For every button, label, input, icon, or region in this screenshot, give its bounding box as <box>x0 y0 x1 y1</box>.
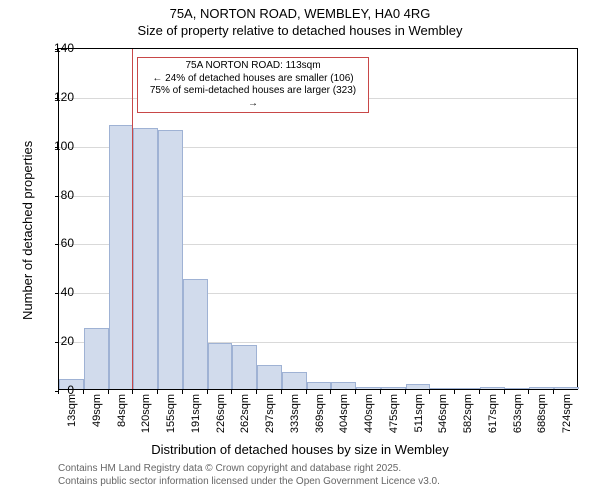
xtick-mark <box>330 390 331 394</box>
xtick-label: 333sqm <box>289 394 301 438</box>
chart-title: 75A, NORTON ROAD, WEMBLEY, HA0 4RG Size … <box>0 6 600 38</box>
histogram-bar <box>109 125 134 389</box>
plot-area: 75A NORTON ROAD: 113sqm← 24% of detached… <box>58 48 578 390</box>
histogram-bar <box>307 382 332 389</box>
histogram-bar <box>232 345 257 389</box>
annotation-line1: 75A NORTON ROAD: 113sqm <box>144 60 362 73</box>
y-axis-label: Number of detached properties <box>20 141 35 320</box>
xtick-label: 440sqm <box>363 394 375 438</box>
histogram-bar <box>381 387 406 389</box>
xtick-label: 120sqm <box>140 394 152 438</box>
xtick-mark <box>380 390 381 394</box>
histogram-bar <box>282 372 307 389</box>
ytick-label: 140 <box>34 41 74 55</box>
histogram-bar <box>455 388 480 389</box>
xtick-label: 724sqm <box>561 394 573 438</box>
chart-container: 75A, NORTON ROAD, WEMBLEY, HA0 4RG Size … <box>0 0 600 500</box>
histogram-bar <box>208 343 233 389</box>
histogram-bar <box>406 384 431 389</box>
xtick-label: 653sqm <box>512 394 524 438</box>
xtick-mark <box>553 390 554 394</box>
ytick-label: 20 <box>34 334 74 348</box>
histogram-bar <box>529 387 554 389</box>
histogram-bar <box>554 387 579 389</box>
xtick-label: 688sqm <box>536 394 548 438</box>
xtick-label: 84sqm <box>116 394 128 438</box>
xtick-label: 546sqm <box>437 394 449 438</box>
xtick-label: 297sqm <box>264 394 276 438</box>
xtick-label: 511sqm <box>413 394 425 438</box>
xtick-mark <box>479 390 480 394</box>
xtick-label: 369sqm <box>314 394 326 438</box>
histogram-bar <box>183 279 208 389</box>
xtick-label: 226sqm <box>215 394 227 438</box>
xtick-mark <box>454 390 455 394</box>
ytick-label: 40 <box>34 285 74 299</box>
xtick-mark <box>306 390 307 394</box>
histogram-bar <box>505 388 530 389</box>
xtick-label: 582sqm <box>462 394 474 438</box>
histogram-bar <box>257 365 282 389</box>
xtick-mark <box>132 390 133 394</box>
xtick-mark <box>58 390 59 394</box>
xtick-mark <box>429 390 430 394</box>
histogram-bar <box>133 128 158 389</box>
annotation-line3: 75% of semi-detached houses are larger (… <box>144 85 362 110</box>
property-annotation: 75A NORTON ROAD: 113sqm← 24% of detached… <box>137 57 369 113</box>
xtick-mark <box>528 390 529 394</box>
xtick-mark <box>231 390 232 394</box>
xtick-label: 404sqm <box>338 394 350 438</box>
footer-line2: Contains public sector information licen… <box>58 475 440 488</box>
xtick-label: 155sqm <box>165 394 177 438</box>
xtick-mark <box>157 390 158 394</box>
annotation-line2: ← 24% of detached houses are smaller (10… <box>144 73 362 86</box>
ytick-label: 120 <box>34 90 74 104</box>
xtick-label: 475sqm <box>388 394 400 438</box>
ytick-label: 80 <box>34 188 74 202</box>
property-marker-line <box>132 49 133 389</box>
xtick-mark <box>281 390 282 394</box>
xtick-mark <box>355 390 356 394</box>
xtick-mark <box>182 390 183 394</box>
footer-line1: Contains HM Land Registry data © Crown c… <box>58 462 440 475</box>
xtick-mark <box>256 390 257 394</box>
title-line2: Size of property relative to detached ho… <box>0 23 600 38</box>
histogram-bar <box>430 388 455 389</box>
xtick-label: 617sqm <box>487 394 499 438</box>
histogram-bar <box>84 328 109 389</box>
xtick-mark <box>83 390 84 394</box>
xtick-mark <box>405 390 406 394</box>
title-line1: 75A, NORTON ROAD, WEMBLEY, HA0 4RG <box>0 6 600 21</box>
histogram-bar <box>331 382 356 389</box>
histogram-bar <box>480 387 505 389</box>
ytick-label: 60 <box>34 236 74 250</box>
xtick-mark <box>108 390 109 394</box>
ytick-label: 100 <box>34 139 74 153</box>
xtick-mark <box>207 390 208 394</box>
x-axis-label: Distribution of detached houses by size … <box>0 442 600 457</box>
xtick-label: 191sqm <box>190 394 202 438</box>
xtick-label: 262sqm <box>239 394 251 438</box>
histogram-bar <box>356 387 381 389</box>
footer-attribution: Contains HM Land Registry data © Crown c… <box>58 462 440 488</box>
xtick-label: 13sqm <box>66 394 78 438</box>
xtick-label: 49sqm <box>91 394 103 438</box>
xtick-mark <box>504 390 505 394</box>
histogram-bar <box>158 130 183 389</box>
